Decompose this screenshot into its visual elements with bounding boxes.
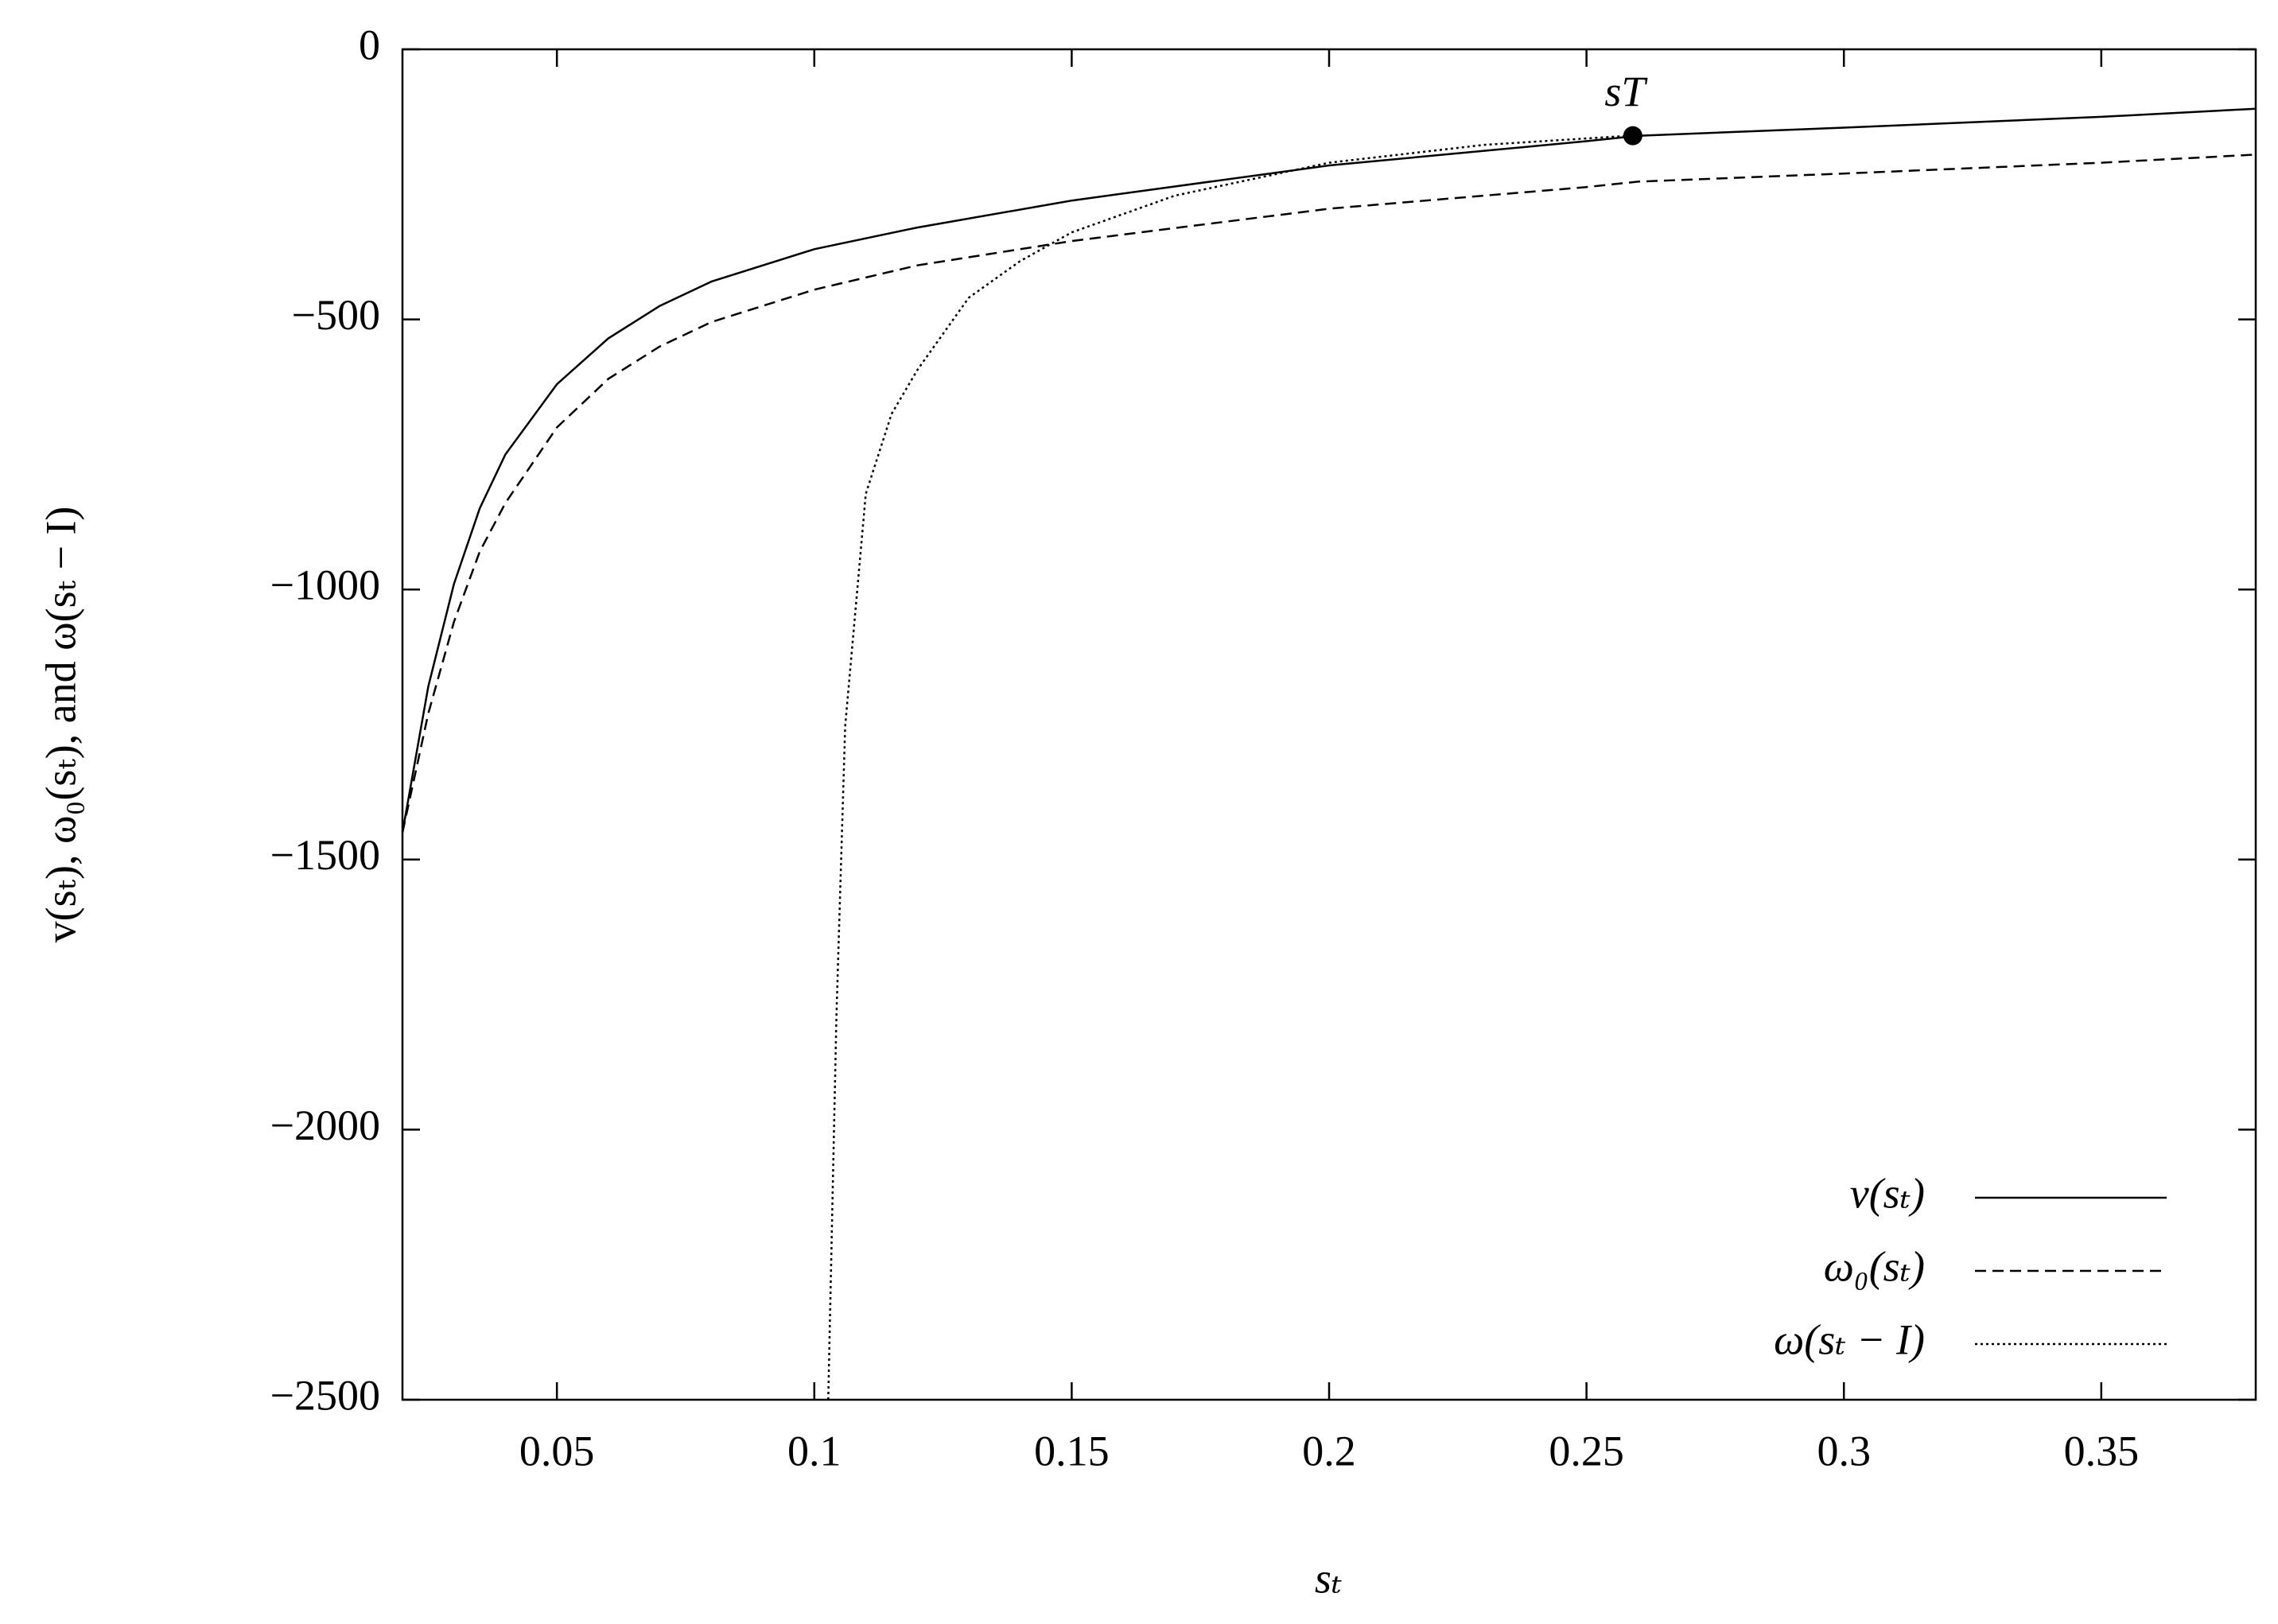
point-marker — [1623, 126, 1642, 146]
x-tick-label: 0.35 — [2064, 1427, 2140, 1474]
marker-label: sT — [1604, 68, 1648, 115]
x-tick-label: 0.25 — [1549, 1427, 1624, 1474]
y-tick-label: −1000 — [270, 561, 380, 609]
legend-label: v(sₜ) — [1850, 1169, 1925, 1217]
y-tick-label: −2000 — [270, 1101, 380, 1149]
y-tick-label: −500 — [292, 291, 380, 339]
legend-label: ω(sₜ − I) — [1774, 1315, 1925, 1363]
x-tick-label: 0.2 — [1302, 1427, 1356, 1474]
y-tick-label: −2500 — [270, 1371, 380, 1419]
series-line — [827, 134, 1639, 1401]
legend-label: ω₀(sₜ) — [1824, 1242, 1925, 1290]
series-line — [401, 153, 2257, 833]
x-tick-label: 0.05 — [519, 1427, 595, 1474]
series-line — [401, 107, 2257, 833]
x-tick-label: 0.15 — [1034, 1427, 1110, 1474]
x-tick-label: 0.1 — [787, 1427, 842, 1474]
y-tick-label: 0 — [359, 21, 380, 68]
y-tick-label: −1500 — [270, 831, 380, 879]
y-axis-label: v(sₜ), ω₀(sₜ), and ω(sₜ − I) — [37, 507, 84, 943]
x-axis-label: sₜ — [1315, 1554, 1342, 1602]
x-tick-label: 0.3 — [1817, 1427, 1871, 1474]
